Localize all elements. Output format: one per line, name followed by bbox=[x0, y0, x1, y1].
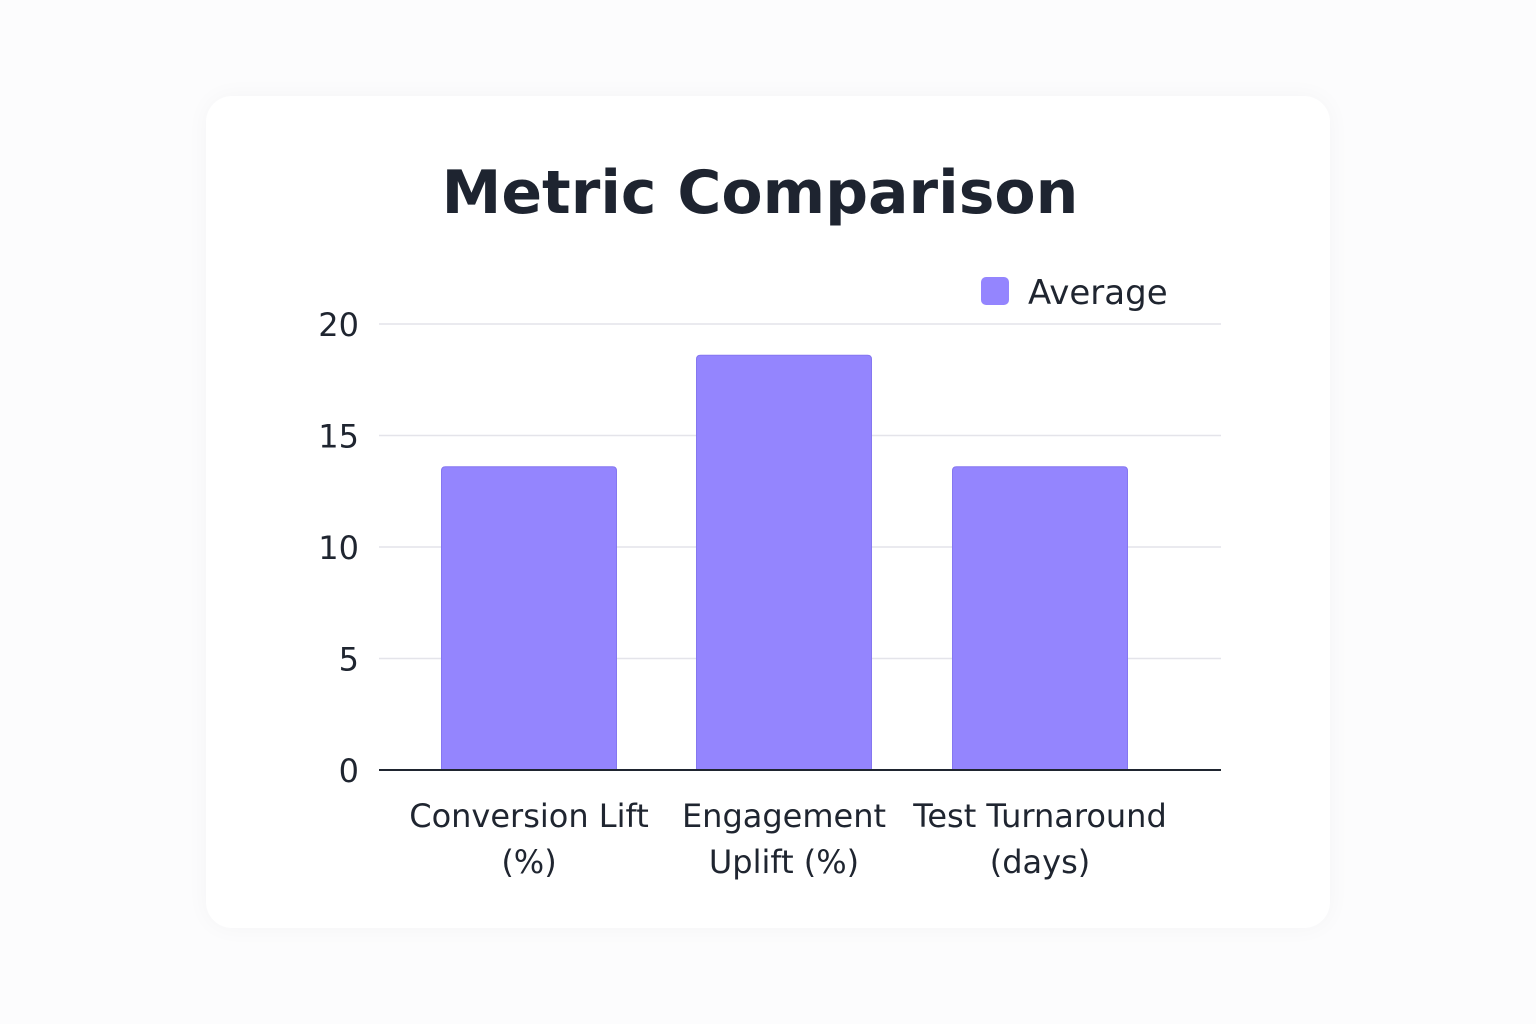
x-axis-labels: Conversion Lift (%) Engagement Uplift (%) Te… bbox=[409, 797, 1167, 881]
y-tick-label-10: 10 bbox=[318, 529, 359, 567]
legend-swatch-average bbox=[981, 277, 1009, 305]
x-category-label-0-line-1: (%) bbox=[501, 843, 556, 881]
x-category-label-2-line-0: Test Turnaround bbox=[912, 797, 1167, 835]
y-tick-label-5: 5 bbox=[339, 641, 359, 679]
bars bbox=[441, 354, 1128, 771]
y-tick-label-20: 20 bbox=[318, 306, 359, 344]
x-category-label-1-line-1: Uplift (%) bbox=[709, 843, 859, 881]
legend-label-average: Average bbox=[1028, 273, 1168, 313]
chart-title: Metric Comparison bbox=[442, 158, 1079, 228]
y-axis-ticks: 0 5 10 15 20 bbox=[318, 306, 359, 790]
legend: Average bbox=[981, 273, 1168, 313]
y-tick-label-0: 0 bbox=[339, 752, 359, 790]
bar-2 bbox=[952, 466, 1128, 771]
bar-1 bbox=[696, 354, 872, 771]
y-tick-label-15: 15 bbox=[318, 418, 359, 456]
x-category-label-0-line-0: Conversion Lift bbox=[409, 797, 649, 835]
x-category-label-1-line-0: Engagement bbox=[682, 797, 886, 835]
bar-0 bbox=[441, 466, 617, 771]
x-category-label-2-line-1: (days) bbox=[990, 843, 1091, 881]
